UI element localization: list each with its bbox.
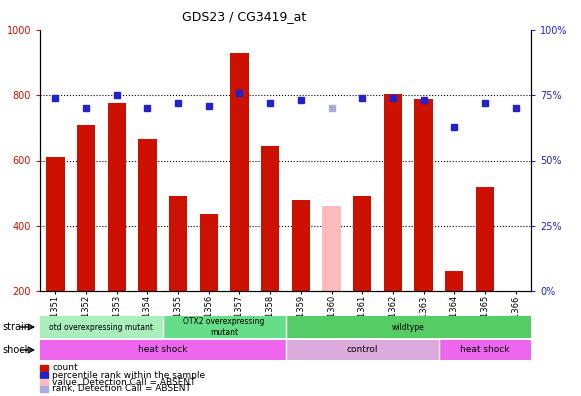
Bar	[169, 196, 187, 356]
Bar	[383, 93, 402, 356]
Bar	[285, 316, 531, 338]
Text: percentile rank within the sample: percentile rank within the sample	[52, 371, 205, 379]
Text: strain: strain	[3, 322, 31, 332]
Bar	[40, 316, 163, 338]
Bar	[439, 340, 531, 360]
Text: shock: shock	[3, 345, 31, 355]
Text: otd overexpressing mutant: otd overexpressing mutant	[49, 322, 153, 331]
Text: OTX2 overexpressing
mutant: OTX2 overexpressing mutant	[184, 317, 265, 337]
Bar	[414, 99, 433, 356]
Bar	[285, 340, 439, 360]
Text: control: control	[346, 345, 378, 354]
Bar	[46, 157, 64, 356]
Text: heat shock: heat shock	[460, 345, 510, 354]
Bar	[261, 146, 279, 356]
Text: count: count	[52, 364, 78, 373]
Bar	[107, 103, 126, 356]
Bar	[200, 214, 218, 356]
Bar	[77, 125, 95, 356]
Text: rank, Detection Call = ABSENT: rank, Detection Call = ABSENT	[52, 385, 191, 394]
Text: wildtype: wildtype	[392, 322, 425, 331]
Bar	[138, 139, 157, 356]
Bar	[230, 53, 249, 356]
Bar	[476, 187, 494, 356]
Bar	[353, 196, 371, 356]
Bar	[507, 299, 525, 356]
Bar	[292, 200, 310, 356]
Text: GDS23 / CG3419_at: GDS23 / CG3419_at	[182, 10, 306, 23]
Text: value, Detection Call = ABSENT: value, Detection Call = ABSENT	[52, 377, 196, 386]
Bar	[322, 206, 340, 356]
Bar	[445, 271, 464, 356]
Text: heat shock: heat shock	[138, 345, 188, 354]
Bar	[163, 316, 285, 338]
Bar	[40, 340, 285, 360]
